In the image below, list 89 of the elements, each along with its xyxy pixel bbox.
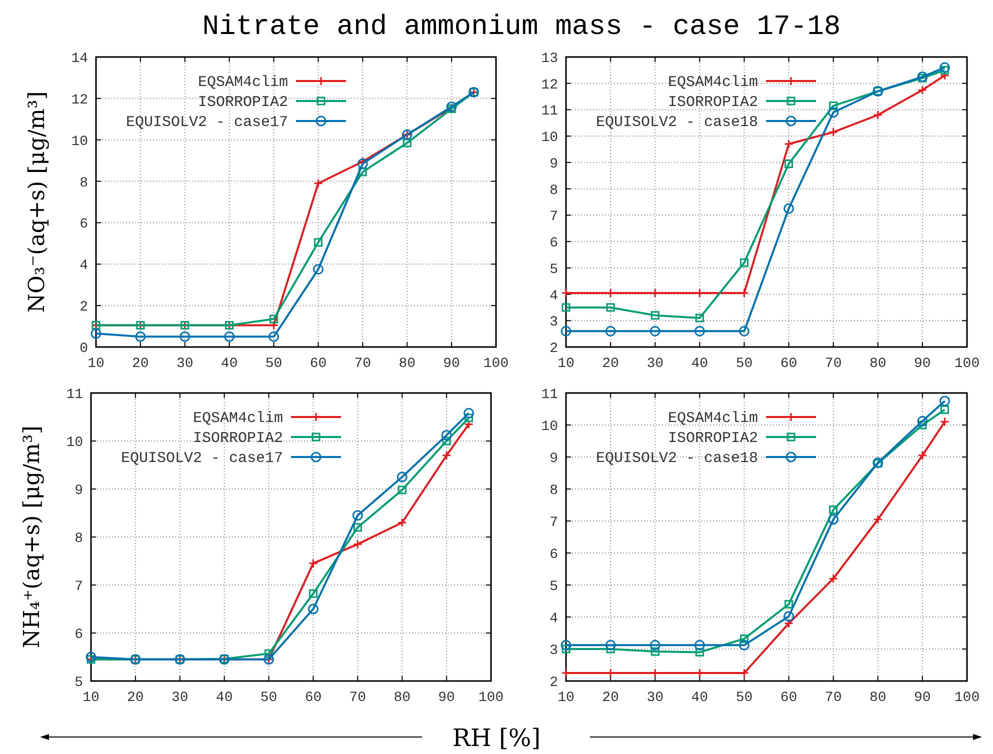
x-tick-label: 80 [394, 690, 411, 706]
y-tick-label: 5 [550, 262, 558, 278]
y-tick-label: 4 [80, 258, 88, 274]
legend-label: ISORROPIA2 [668, 94, 758, 111]
x-tick-label: 70 [349, 690, 366, 706]
y-tick-label: 5 [550, 579, 558, 595]
x-tick-label: 100 [954, 356, 980, 372]
y-tick-label: 6 [80, 216, 88, 233]
y-tick-label: 2 [80, 300, 88, 316]
y-tick-label: 6 [550, 547, 558, 563]
x-tick-label: 20 [602, 690, 619, 706]
legend-label: EQSAM4clim [668, 74, 758, 91]
y-tick-label: 10 [71, 134, 88, 150]
y-tick-label: 9 [550, 451, 558, 467]
x-tick-label: 100 [954, 690, 980, 706]
y-tick-label: 12 [71, 92, 88, 108]
x-tick-label: 60 [780, 356, 798, 372]
y-tick-label: 8 [74, 531, 83, 547]
y-tick-label: 11 [541, 104, 558, 120]
legend-label: ISORROPIA2 [192, 430, 283, 447]
y-tick-label: 5 [74, 675, 83, 691]
legend-label: EQSAM4clim [668, 410, 758, 427]
y-tick-label: 3 [550, 314, 558, 331]
y-axis-title: NO₃⁻(aq+s) [μg/m³] [25, 91, 50, 313]
y-tick-label: 8 [550, 182, 558, 199]
y-axis-title: NH₄⁺(aq+s) [μg/m³] [20, 426, 45, 648]
y-tick-label: 12 [541, 77, 558, 94]
x-tick-label: 20 [132, 356, 149, 372]
x-tick-label: 40 [691, 690, 708, 706]
x-tick-label: 70 [824, 690, 842, 706]
y-tick-label: 10 [541, 130, 558, 146]
x-tick-label: 100 [483, 356, 509, 372]
y-tick-label: 7 [550, 515, 558, 531]
x-tick-label: 70 [824, 356, 842, 372]
x-tick-label: 60 [310, 356, 327, 372]
legend-label: ISORROPIA2 [198, 94, 288, 111]
y-tick-label: 6 [74, 627, 83, 643]
legend-label: EQUISOLV2 - case17 [126, 114, 288, 131]
x-tick-label: 30 [171, 690, 188, 706]
x-tick-label: 60 [304, 690, 322, 706]
y-tick-label: 10 [66, 435, 83, 451]
x-tick-label: 90 [438, 690, 455, 706]
y-tick-label: 11 [541, 387, 558, 403]
x-tick-label: 40 [220, 356, 238, 372]
chart-title: Nitrate and ammonium mass - case 17-18 [202, 12, 841, 43]
x-tick-label: 80 [869, 356, 886, 372]
legend-label: EQSAM4clim [192, 410, 283, 427]
y-tick-label: 10 [541, 419, 558, 435]
y-tick-label: 13 [541, 51, 558, 67]
x-tick-label: 20 [127, 690, 144, 706]
x-tick-label: 80 [398, 356, 416, 372]
y-tick-label: 2 [550, 341, 558, 357]
x-tick-label: 50 [736, 356, 753, 372]
x-axis-title: RH [%] [452, 724, 541, 752]
x-tick-label: 70 [354, 356, 372, 372]
y-tick-label: 2 [550, 675, 558, 691]
y-tick-label: 6 [550, 236, 558, 252]
x-tick-label: 20 [602, 356, 619, 372]
x-tick-label: 50 [736, 690, 753, 706]
x-tick-label: 50 [265, 356, 282, 372]
x-tick-label: 30 [176, 356, 194, 372]
legend-label: ISORROPIA2 [668, 430, 758, 447]
y-tick-label: 7 [74, 579, 83, 595]
y-tick-label: 8 [550, 483, 558, 499]
x-tick-label: 90 [443, 356, 460, 372]
y-tick-label: 4 [550, 611, 558, 627]
y-tick-label: 3 [550, 643, 558, 659]
x-tick-label: 50 [260, 690, 278, 706]
x-tick-label: 40 [216, 690, 233, 706]
y-tick-label: 7 [550, 209, 558, 226]
x-tick-label: 60 [780, 690, 798, 706]
y-tick-label: 8 [80, 175, 88, 192]
legend-label: EQUISOLV2 - case18 [596, 450, 758, 467]
x-tick-label: 80 [869, 690, 886, 706]
y-tick-label: 9 [550, 156, 558, 172]
y-tick-label: 9 [74, 483, 83, 499]
legend-label: EQUISOLV2 - case18 [596, 114, 758, 131]
x-tick-label: 90 [914, 690, 931, 706]
legend-label: EQUISOLV2 - case17 [120, 450, 283, 467]
legend-label: EQSAM4clim [198, 74, 288, 91]
y-tick-label: 14 [71, 51, 88, 67]
x-tick-label: 30 [646, 690, 664, 706]
x-tick-label: 40 [691, 356, 708, 372]
y-tick-label: 4 [550, 288, 558, 304]
y-tick-label: 0 [80, 341, 88, 357]
x-tick-label: 30 [646, 356, 664, 372]
x-tick-label: 100 [478, 690, 504, 706]
y-tick-label: 11 [66, 387, 83, 403]
x-tick-label: 90 [914, 356, 931, 372]
